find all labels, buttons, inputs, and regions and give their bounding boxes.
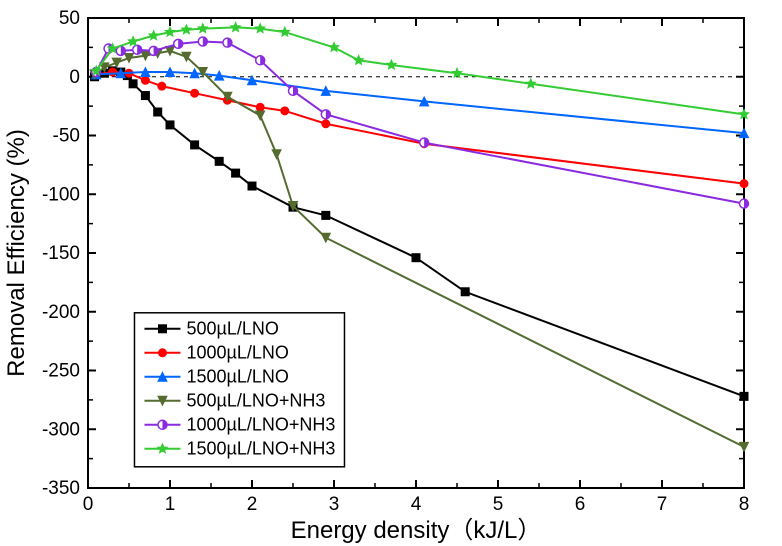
y-tick-label: -300: [42, 419, 80, 440]
series-line-s1000: [96, 72, 744, 184]
x-tick-label: 1: [165, 494, 176, 515]
x-tick-label: 8: [739, 494, 750, 515]
legend-label: 1500µL/LNO+NH3: [186, 439, 335, 459]
x-tick-label: 6: [575, 494, 586, 515]
y-tick-label: -350: [42, 478, 80, 499]
x-tick-label: 7: [657, 494, 668, 515]
y-tick-label: -150: [42, 243, 80, 264]
legend: 500µL/LNO 1000µL/LNO 1500µL/LNO 500µL/LNO+N…: [134, 313, 344, 467]
y-tick-label: -100: [42, 184, 80, 205]
x-tick-label: 3: [329, 494, 340, 515]
series-s1500: [92, 68, 749, 138]
legend-label: 500µL/LNO+NH3: [186, 391, 325, 411]
y-tick-label: 0: [69, 67, 80, 88]
series-s1000n: [92, 37, 749, 208]
removal-efficiency-chart: 0 1 2 3 4 5 6 7 8 -350 -300 -250 -200 -150 -100 -50 0 50 E…: [0, 0, 782, 546]
x-tick-label: 5: [493, 494, 504, 515]
y-axis-label: Removal Efficiency (%): [3, 129, 30, 377]
x-tick-label: 2: [247, 494, 258, 515]
legend-label: 500µL/LNO: [186, 319, 278, 339]
x-tick-label: 0: [83, 494, 94, 515]
legend-label: 1000µL/LNO: [186, 343, 288, 363]
x-axis-label: Energy density（kJ/L）: [291, 517, 542, 544]
y-tick-label: 50: [59, 8, 80, 29]
series-s1000: [92, 68, 748, 188]
y-tick-label: -50: [53, 126, 80, 147]
legend-label: 1000µL/LNO+NH3: [186, 415, 335, 435]
series-s1500n: [91, 22, 748, 118]
series-line-s1500: [96, 72, 744, 133]
y-tick-label: -200: [42, 302, 80, 323]
y-tick-label: -250: [42, 361, 80, 382]
x-tick-label: 4: [411, 494, 422, 515]
legend-label: 1500µL/LNO: [186, 367, 288, 387]
